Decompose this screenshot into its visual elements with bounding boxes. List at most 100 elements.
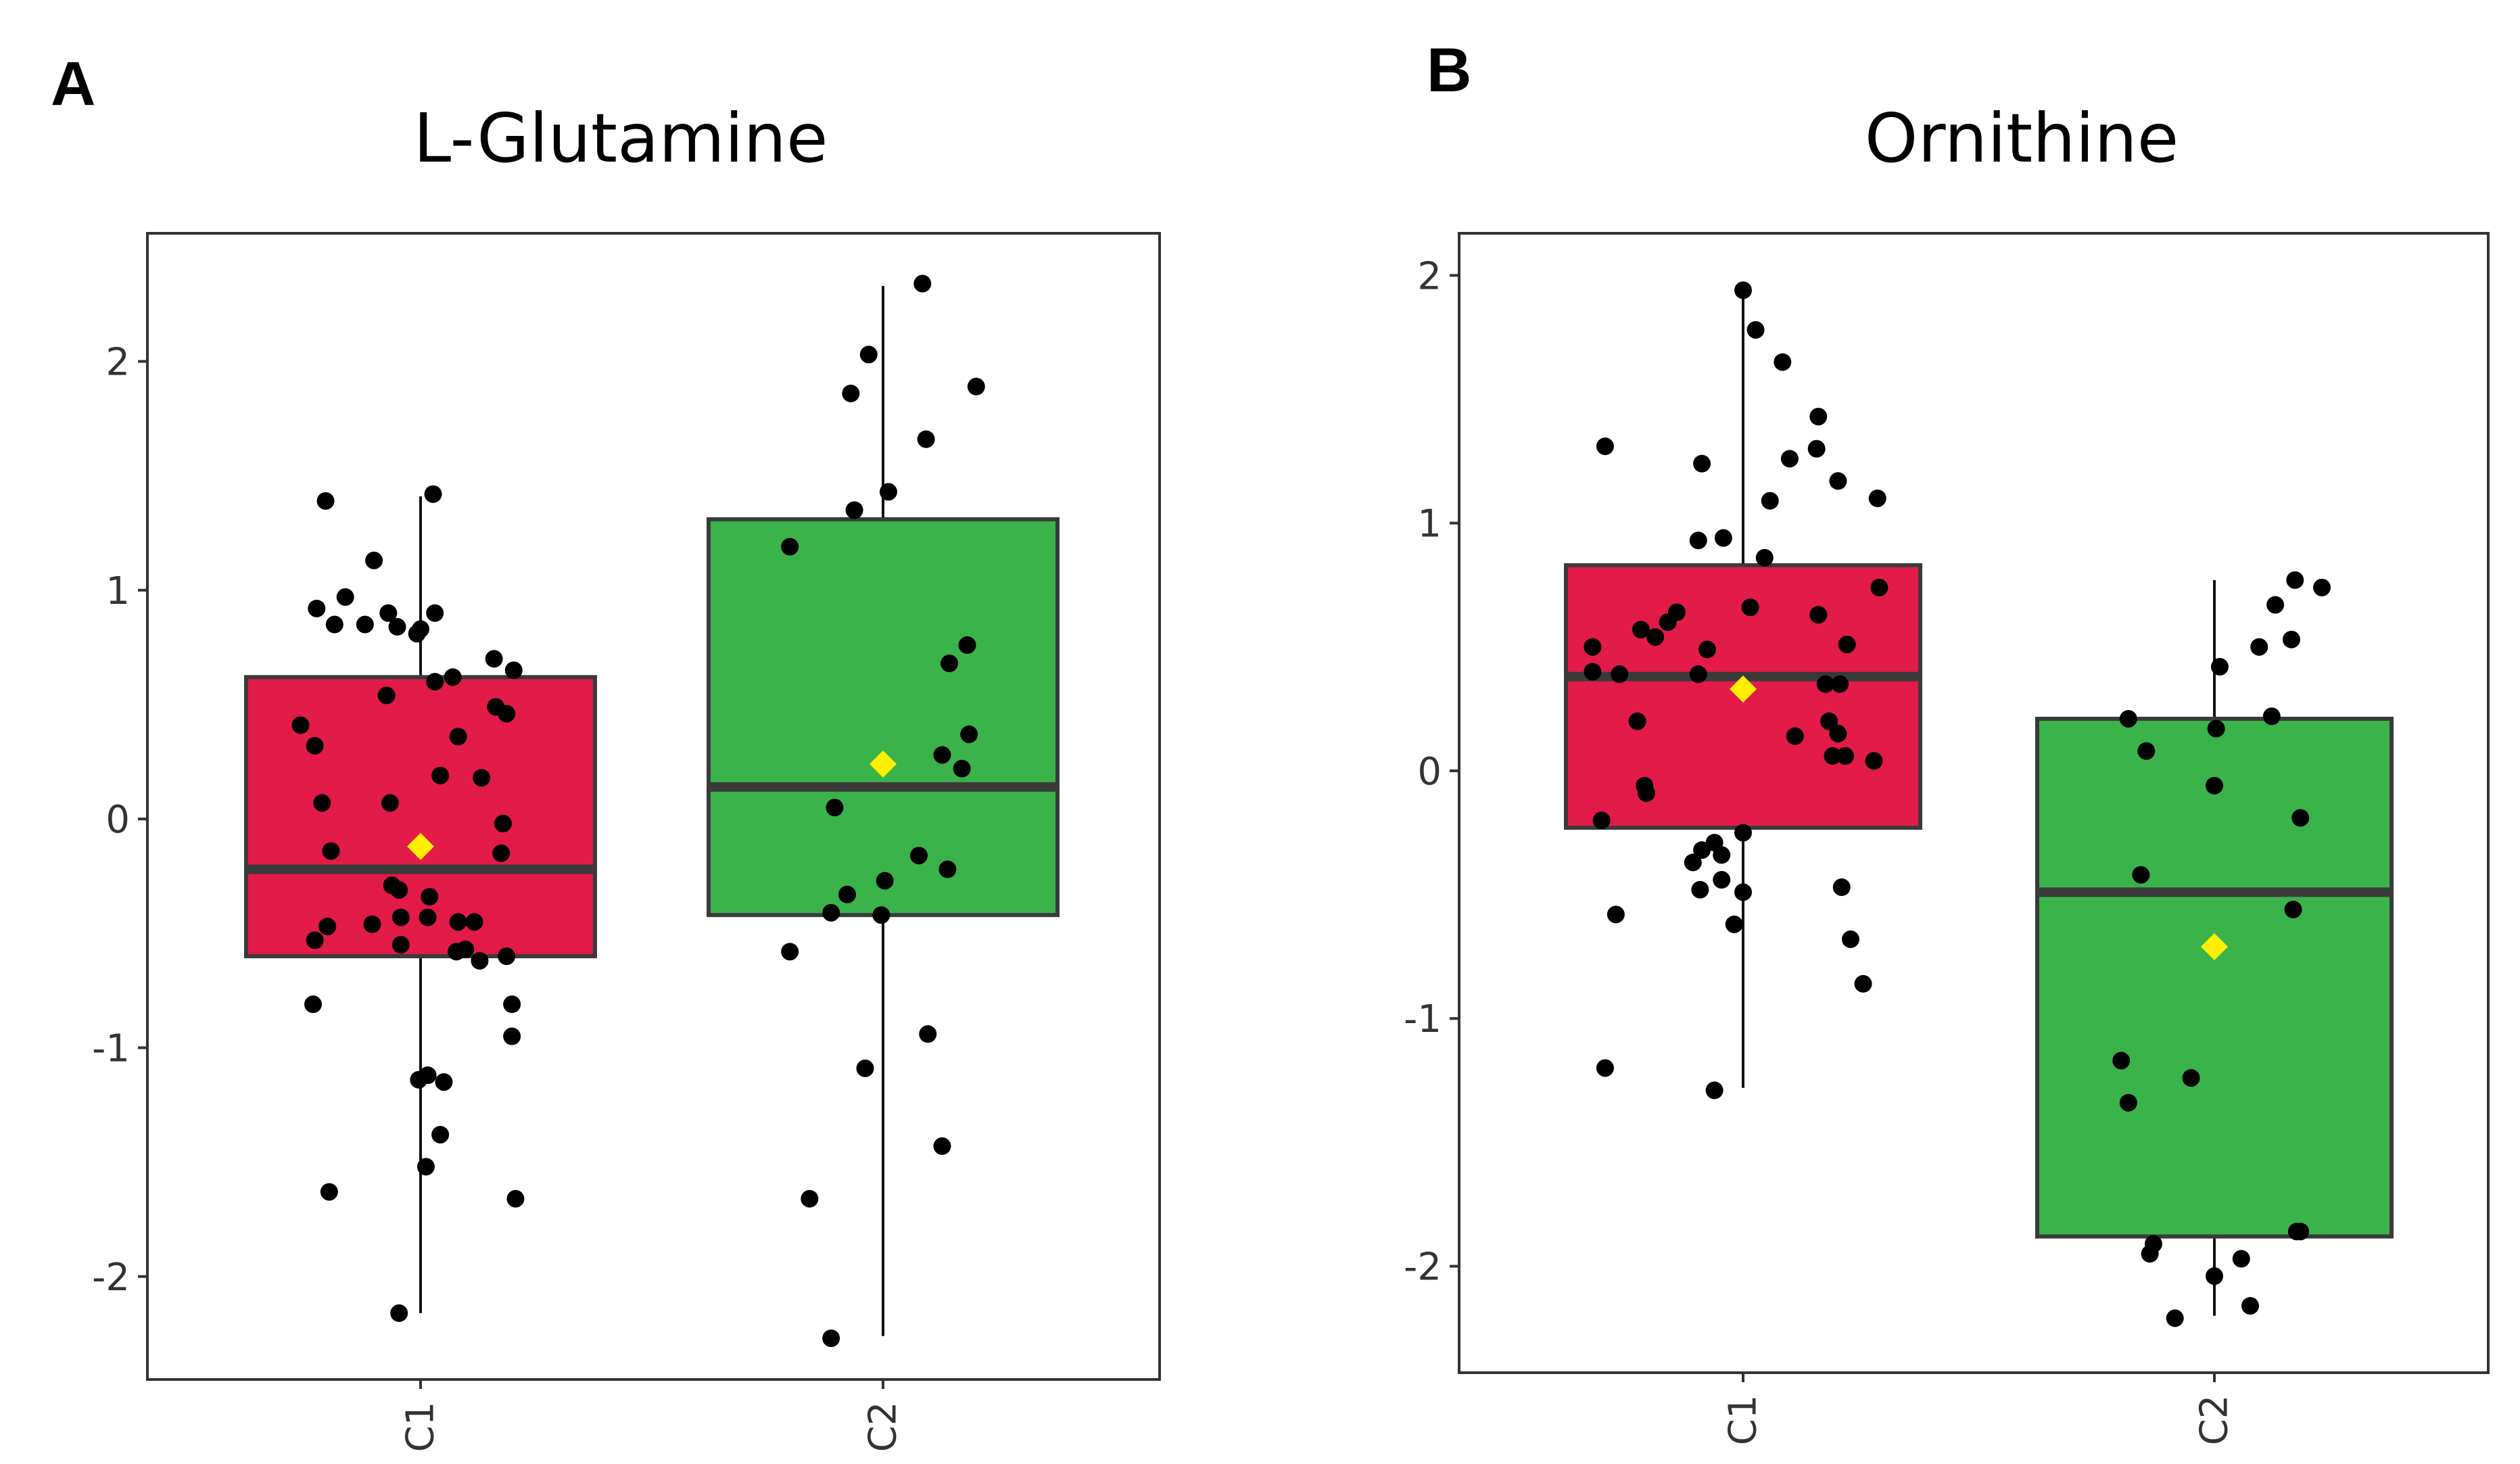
- panel-a-letter: A: [51, 49, 96, 118]
- data-point: [1596, 1059, 1614, 1077]
- mean-marker: [407, 832, 434, 860]
- data-point: [2241, 1297, 2259, 1315]
- data-point: [2262, 707, 2281, 726]
- data-point: [504, 661, 523, 680]
- panel-a-plot: 2 1 0 -1 -2 C1 C2: [92, 232, 1161, 1453]
- data-point: [1684, 853, 1702, 872]
- data-point: [826, 799, 844, 817]
- data-point: [2291, 809, 2310, 827]
- data-point: [435, 1073, 453, 1091]
- data-point: [781, 538, 799, 556]
- panel-b-title: Ornithine: [1864, 99, 2179, 178]
- data-point: [419, 1066, 437, 1085]
- data-point: [1693, 841, 1711, 859]
- data-point: [365, 551, 383, 569]
- data-point: [822, 1329, 840, 1348]
- data-point: [822, 903, 840, 922]
- y-tick-label: -1: [92, 1026, 130, 1070]
- box-c2: [707, 517, 1060, 918]
- data-point: [306, 736, 324, 755]
- data-point: [953, 759, 971, 778]
- data-point: [1865, 752, 1883, 770]
- y-tick-label: 1: [1417, 502, 1442, 546]
- data-point: [318, 918, 337, 936]
- data-point: [391, 908, 410, 926]
- data-point: [322, 842, 340, 860]
- data-point: [1780, 450, 1799, 468]
- data-point: [1691, 880, 1709, 899]
- data-point: [1592, 811, 1611, 830]
- data-point: [2119, 709, 2137, 728]
- data-point: [2182, 1069, 2200, 1087]
- data-point: [1816, 675, 1834, 693]
- data-point: [431, 1125, 450, 1143]
- x-tick-label: C2: [2193, 1395, 2237, 1446]
- data-point: [1628, 712, 1646, 730]
- data-point: [1584, 663, 1602, 681]
- data-point: [1734, 883, 1752, 901]
- data-point: [498, 705, 516, 723]
- data-point: [2137, 742, 2156, 760]
- data-point: [876, 872, 894, 890]
- data-point: [856, 1059, 874, 1077]
- panel-b-letter: B: [1427, 36, 1472, 105]
- y-tick-label: -1: [1404, 997, 1442, 1041]
- y-tick-label: 0: [105, 798, 130, 842]
- data-point: [2119, 1093, 2137, 1112]
- data-point: [1596, 438, 1614, 456]
- data-point: [1854, 974, 1872, 993]
- data-point: [2166, 1309, 2184, 1327]
- data-point: [1807, 440, 1826, 458]
- mean-marker: [2201, 932, 2228, 960]
- data-point: [2286, 571, 2304, 589]
- data-point: [1761, 492, 1779, 510]
- data-point: [356, 615, 374, 634]
- y-tick-label: 2: [105, 340, 130, 384]
- data-point: [1689, 665, 1707, 684]
- mean-marker: [870, 750, 897, 778]
- data-point: [381, 794, 399, 812]
- data-point: [1659, 613, 1677, 632]
- data-point: [859, 346, 878, 364]
- data-point: [456, 940, 475, 958]
- panel-b-plot: 2 1 0 -1 -2 C1 C2: [1404, 232, 2490, 1446]
- data-point: [1746, 321, 1765, 339]
- data-point: [465, 913, 483, 931]
- data-point: [1809, 408, 1828, 426]
- data-point: [494, 814, 512, 832]
- data-point: [426, 673, 444, 691]
- data-point: [503, 1027, 521, 1045]
- data-point: [958, 636, 976, 654]
- data-point: [938, 860, 957, 878]
- data-point: [1734, 824, 1752, 842]
- data-point: [304, 995, 322, 1014]
- data-point: [377, 686, 396, 705]
- data-point: [2232, 1250, 2250, 1268]
- data-point: [485, 650, 503, 668]
- data-point: [444, 668, 462, 686]
- data-point: [1820, 712, 1838, 730]
- data-point: [2284, 901, 2302, 919]
- data-point: [336, 588, 354, 606]
- data-point: [471, 951, 489, 970]
- data-point: [910, 847, 928, 865]
- data-point: [1838, 636, 1856, 654]
- data-point: [431, 766, 450, 784]
- data-point: [308, 599, 326, 617]
- x-tick-label: C1: [399, 1402, 443, 1453]
- data-point: [421, 888, 439, 906]
- x-tick-label: C1: [1721, 1395, 1765, 1446]
- data-point: [1714, 529, 1732, 547]
- data-point: [1809, 606, 1828, 624]
- data-point: [419, 908, 437, 926]
- data-point: [967, 377, 985, 396]
- data-point: [1755, 548, 1774, 567]
- data-point: [960, 725, 978, 743]
- data-point: [2291, 1223, 2310, 1241]
- data-point: [388, 617, 406, 636]
- data-point: [2250, 638, 2268, 656]
- data-point: [801, 1189, 819, 1208]
- mean-marker: [1730, 676, 1757, 703]
- y-tick-label: 2: [1417, 254, 1442, 298]
